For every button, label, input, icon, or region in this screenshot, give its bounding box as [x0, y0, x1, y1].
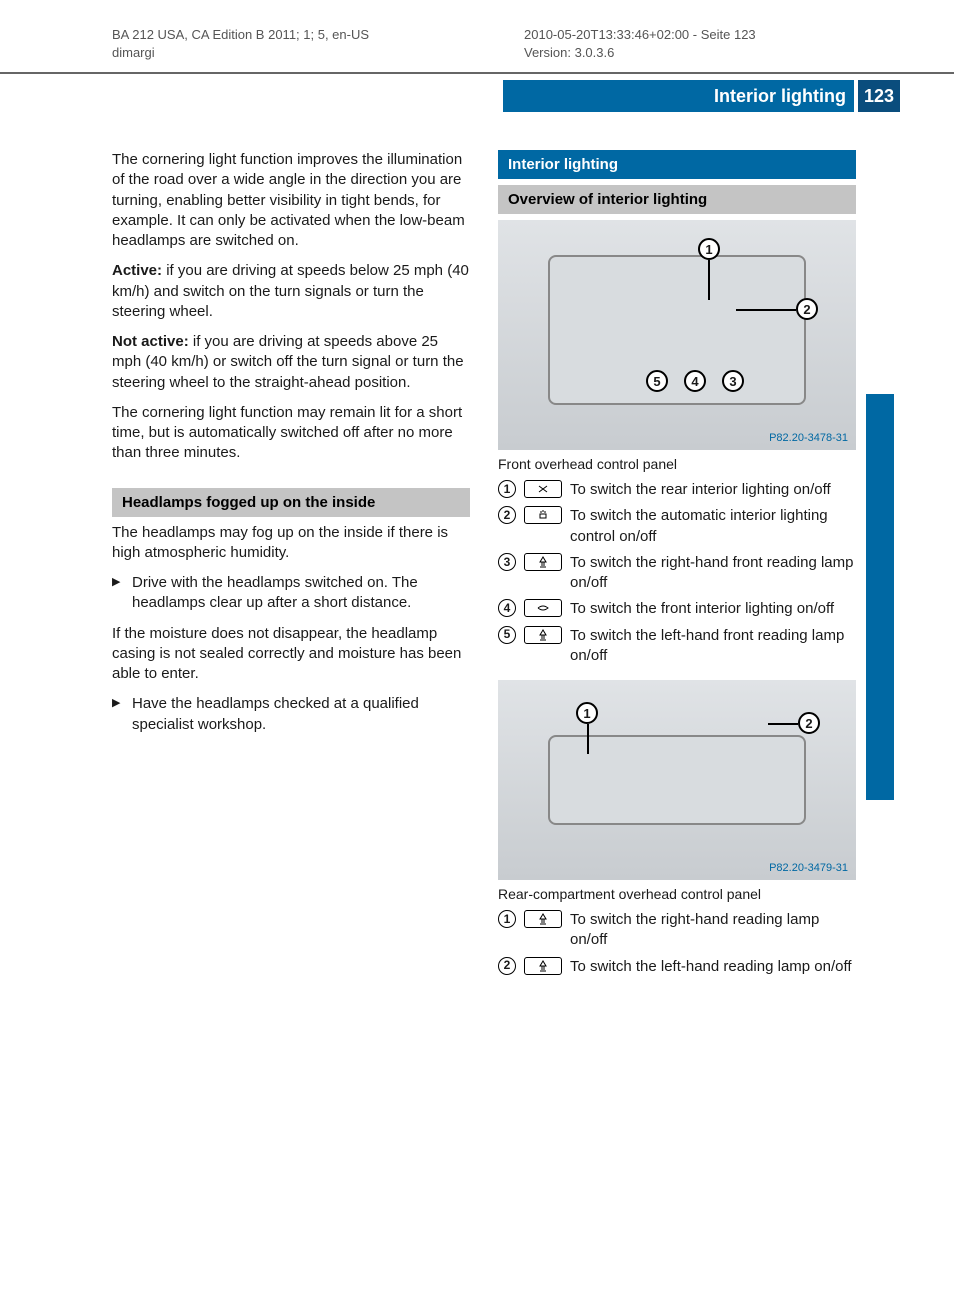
body-text: If the moisture does not disappear, the …: [112, 624, 470, 685]
callout-item: 2 To switch the automatic interior lighti…: [498, 506, 856, 547]
callout-text: To switch the right-hand front reading l…: [570, 554, 853, 591]
meta-right-line1: 2010-05-20T13:33:46+02:00 - Seite 123: [524, 26, 756, 44]
section-heading-fog: Headlamps fogged up on the inside: [112, 488, 470, 517]
callout-line: [768, 723, 798, 725]
callout-item: 1 To switch the rear interior lighting on…: [498, 480, 856, 500]
section-heading-blue: Interior lighting: [498, 150, 856, 179]
callout-circle: 2: [798, 712, 820, 734]
callout-text: To switch the left-hand reading lamp on/…: [570, 958, 852, 975]
body-text: The cornering light function improves th…: [112, 150, 470, 251]
front-light-icon: [524, 599, 562, 617]
callout-number: 2: [498, 506, 516, 524]
page-number: 123: [858, 80, 900, 112]
side-tab-label: Lights and windshield wipers: [891, 790, 913, 1055]
callout-number: 2: [498, 957, 516, 975]
callout-circle: 1: [576, 702, 598, 724]
callout-item: 1 To switch the right-hand reading lamp o…: [498, 910, 856, 951]
divider-top: [0, 72, 954, 74]
callout-number: 3: [498, 553, 516, 571]
callout-item: 2 To switch the left-hand reading lamp on…: [498, 957, 856, 977]
callout-line: [587, 724, 589, 754]
callout-circle: 5: [646, 370, 668, 392]
figure-front-panel: 1 2 5 4 3 P82.20-3478-31: [498, 220, 856, 450]
callout-item: 4 To switch the front interior lighting o…: [498, 599, 856, 619]
figure-rear-panel: 1 2 P82.20-3479-31: [498, 680, 856, 880]
callout-line: [708, 260, 710, 300]
callout-circle: 3: [722, 370, 744, 392]
callout-text: To switch the right-hand reading lamp on…: [570, 911, 819, 948]
meta-left-line1: BA 212 USA, CA Edition B 2011; 1; 5, en-…: [112, 26, 369, 44]
callout-circle: 1: [698, 238, 720, 260]
body-text: The headlamps may fog up on the inside i…: [112, 523, 470, 564]
panel-illustration: [548, 255, 806, 405]
right-column: Interior lighting Overview of interior l…: [498, 150, 856, 991]
callout-text: To switch the automatic interior lightin…: [570, 507, 828, 544]
reading-lamp-icon: [524, 910, 562, 928]
section-heading-overview: Overview of interior lighting: [498, 185, 856, 214]
callout-list: 1 To switch the rear interior lighting on…: [498, 480, 856, 666]
callout-text: To switch the rear interior lighting on/…: [570, 481, 831, 498]
callout-circle: 4: [684, 370, 706, 392]
figure-caption: Front overhead control panel: [498, 456, 856, 472]
content-columns: The cornering light function improves th…: [112, 150, 857, 991]
list-item: Have the headlamps checked at a qualifie…: [112, 694, 470, 735]
callout-list: 1 To switch the right-hand reading lamp o…: [498, 910, 856, 977]
rear-light-icon: [524, 480, 562, 498]
callout-text: To switch the front interior lighting on…: [570, 600, 834, 617]
body-text: The cornering light function may remain …: [112, 403, 470, 464]
callout-number: 4: [498, 599, 516, 617]
callout-item: 5 To switch the left-hand front reading l…: [498, 626, 856, 667]
left-column: The cornering light function improves th…: [112, 150, 470, 991]
meta-left-line2: dimargi: [112, 44, 369, 62]
callout-number: 1: [498, 480, 516, 498]
meta-right-line2: Version: 3.0.3.6: [524, 44, 756, 62]
reading-lamp-icon: [524, 553, 562, 571]
auto-light-icon: [524, 506, 562, 524]
bullet-list: Drive with the headlamps switched on. Th…: [112, 573, 470, 614]
figure-code: P82.20-3478-31: [769, 432, 848, 444]
callout-item: 3 To switch the right-hand front reading …: [498, 553, 856, 594]
meta-left: BA 212 USA, CA Edition B 2011; 1; 5, en-…: [112, 26, 369, 62]
reading-lamp-icon: [524, 626, 562, 644]
body-text: Not active: if you are driving at speeds…: [112, 332, 470, 393]
page-header: Interior lighting: [503, 80, 854, 112]
side-tab-bg: [866, 394, 894, 800]
callout-line: [736, 309, 796, 311]
callout-number: 1: [498, 910, 516, 928]
body-text: Active: if you are driving at speeds bel…: [112, 261, 470, 322]
meta-right: 2010-05-20T13:33:46+02:00 - Seite 123 Ve…: [524, 26, 756, 62]
figure-code: P82.20-3479-31: [769, 862, 848, 874]
list-item: Drive with the headlamps switched on. Th…: [112, 573, 470, 614]
callout-number: 5: [498, 626, 516, 644]
figure-caption: Rear-compartment overhead control panel: [498, 886, 856, 902]
reading-lamp-icon: [524, 957, 562, 975]
page-title: Interior lighting: [714, 86, 846, 107]
bullet-list: Have the headlamps checked at a qualifie…: [112, 694, 470, 735]
callout-text: To switch the left-hand front reading la…: [570, 627, 844, 664]
callout-circle: 2: [796, 298, 818, 320]
